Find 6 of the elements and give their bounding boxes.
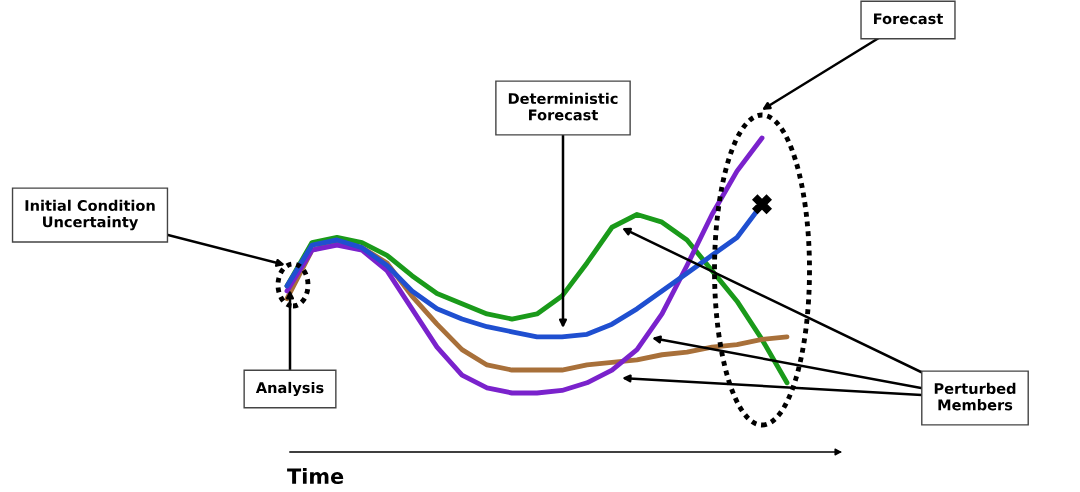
text: Forecast — [874, 13, 943, 25]
text: Perturbed Members — [934, 382, 1016, 411]
x-axis-title: Time — [287, 467, 344, 485]
text: Deterministic Forecast — [508, 92, 618, 121]
annotation: Analysis — [255, 381, 324, 397]
text: Initial Condition Uncertainty — [25, 199, 155, 231]
